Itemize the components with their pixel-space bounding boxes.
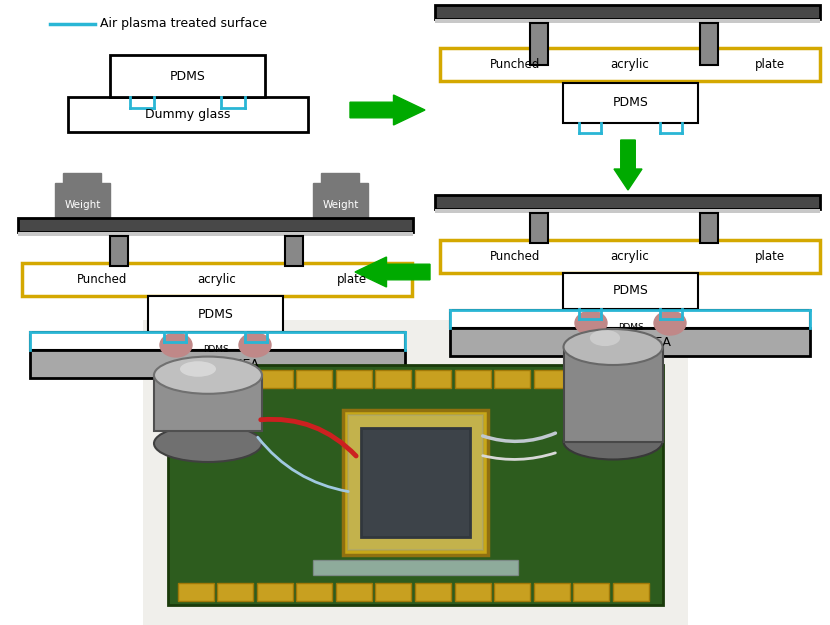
Bar: [296, 370, 332, 388]
Text: Dummy glass: Dummy glass: [145, 108, 231, 121]
Bar: [217, 370, 253, 388]
Ellipse shape: [180, 361, 216, 377]
Ellipse shape: [575, 311, 607, 335]
Bar: [68, 97, 308, 132]
Ellipse shape: [154, 357, 262, 394]
Bar: [450, 328, 810, 356]
Bar: [30, 350, 405, 378]
Text: PDMS: PDMS: [198, 308, 233, 321]
Bar: [440, 240, 820, 273]
Bar: [296, 583, 332, 601]
Ellipse shape: [564, 329, 662, 365]
Bar: [361, 428, 470, 537]
Bar: [534, 370, 570, 388]
Bar: [440, 48, 820, 81]
Text: Punched: Punched: [490, 58, 540, 71]
Bar: [110, 55, 265, 97]
Bar: [613, 370, 649, 388]
Bar: [534, 583, 570, 601]
Bar: [375, 370, 411, 388]
Bar: [22, 263, 412, 296]
Bar: [321, 173, 359, 183]
Bar: [415, 370, 451, 388]
Bar: [343, 410, 488, 555]
Ellipse shape: [564, 424, 662, 459]
Text: plate: plate: [755, 250, 785, 263]
Ellipse shape: [590, 330, 620, 346]
Bar: [450, 310, 810, 328]
Bar: [30, 332, 405, 350]
Bar: [494, 370, 530, 388]
Ellipse shape: [239, 333, 271, 357]
Text: plate: plate: [755, 58, 785, 71]
Text: PDMS: PDMS: [203, 344, 228, 354]
Bar: [435, 5, 820, 19]
Bar: [573, 583, 609, 601]
Bar: [563, 83, 698, 123]
Text: acrylic: acrylic: [198, 273, 237, 286]
Bar: [415, 583, 451, 601]
Bar: [700, 213, 718, 243]
Bar: [148, 296, 283, 332]
Text: Air plasma treated surface: Air plasma treated surface: [100, 18, 267, 31]
Bar: [530, 23, 548, 65]
Bar: [178, 370, 214, 388]
Bar: [217, 583, 253, 601]
Bar: [375, 583, 411, 601]
Bar: [435, 19, 820, 23]
Text: Weight: Weight: [323, 200, 359, 210]
Text: acrylic: acrylic: [611, 58, 649, 71]
Bar: [530, 213, 548, 243]
Bar: [63, 173, 101, 183]
Text: PDMS: PDMS: [618, 322, 643, 331]
Bar: [455, 370, 491, 388]
Bar: [573, 370, 609, 388]
Bar: [257, 583, 293, 601]
Bar: [55, 183, 110, 227]
Bar: [313, 183, 368, 227]
Bar: [143, 320, 688, 625]
Bar: [613, 583, 649, 601]
Polygon shape: [614, 140, 642, 190]
Ellipse shape: [654, 311, 686, 335]
Text: plate: plate: [337, 273, 367, 286]
Text: PDMS: PDMS: [613, 284, 648, 298]
Bar: [564, 347, 662, 441]
Bar: [336, 370, 372, 388]
Polygon shape: [350, 95, 425, 125]
Ellipse shape: [154, 425, 262, 462]
Text: acrylic: acrylic: [611, 250, 649, 263]
Bar: [178, 583, 214, 601]
Bar: [563, 273, 698, 309]
Text: Punched: Punched: [490, 250, 540, 263]
Bar: [348, 415, 483, 550]
Text: Punched: Punched: [77, 273, 127, 286]
Bar: [18, 232, 413, 236]
Text: PDMS: PDMS: [169, 69, 206, 82]
Bar: [110, 236, 128, 266]
Bar: [700, 23, 718, 65]
Text: Glass or MEA: Glass or MEA: [177, 357, 258, 371]
Bar: [313, 560, 518, 575]
Text: Glass or MEA: Glass or MEA: [589, 336, 671, 349]
Bar: [168, 365, 663, 605]
Bar: [18, 218, 413, 232]
Ellipse shape: [160, 333, 192, 357]
Bar: [154, 375, 262, 431]
Bar: [435, 195, 820, 209]
Bar: [257, 370, 293, 388]
Polygon shape: [355, 257, 430, 287]
Bar: [494, 583, 530, 601]
Text: Weight: Weight: [65, 200, 101, 210]
Bar: [435, 209, 820, 213]
Text: PDMS: PDMS: [613, 96, 648, 109]
Bar: [336, 583, 372, 601]
Bar: [455, 583, 491, 601]
Bar: [285, 236, 303, 266]
